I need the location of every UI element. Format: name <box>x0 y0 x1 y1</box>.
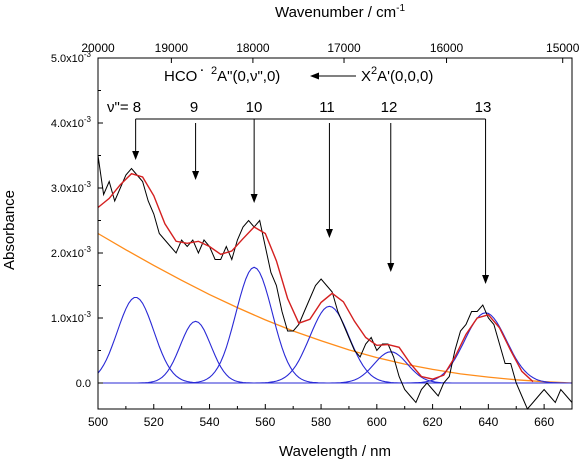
y-tick-label: 5.0x10-3 <box>51 50 92 65</box>
y-tick-mantissa: 1.0x10 <box>51 313 84 325</box>
gaussian-component-6 <box>98 312 572 384</box>
top-axis-label: Wavenumber / cm-1 <box>275 3 405 21</box>
y-tick-label: 0.0 <box>76 378 91 390</box>
band-label-10: 10 <box>246 99 263 116</box>
baseline-curve <box>97 232 573 384</box>
x-axis-label: Wavelength / nm <box>279 443 391 460</box>
x-tick-label: 520 <box>144 415 164 429</box>
state-lower-sup: 2 <box>371 65 377 77</box>
gaussian-component-4 <box>98 305 572 384</box>
x-tick-label: 660 <box>534 415 554 429</box>
top-tick-label: 17000 <box>327 41 361 55</box>
y-tick-exponent: -3 <box>84 180 92 189</box>
top-tick-label: 15000 <box>546 41 580 55</box>
y-tick-label: 2.0x10-3 <box>51 245 92 260</box>
radical-dot: · <box>200 65 204 77</box>
band-label-12: 12 <box>381 99 398 116</box>
state-upper-sup: 2 <box>211 65 217 77</box>
band-arrowhead-9 <box>192 171 200 180</box>
y-tick-mantissa: 4.0x10 <box>51 118 84 130</box>
x-tick-label: 620 <box>423 415 443 429</box>
y-tick-mantissa: 5.0x10 <box>51 53 84 65</box>
y-axis-label: Absorbance <box>1 190 18 270</box>
gaussian-component-1 <box>97 296 572 384</box>
plot-curves <box>97 155 573 410</box>
band-arrowhead-13 <box>482 275 490 284</box>
x-tick-label: 600 <box>367 415 387 429</box>
state-lower-state: A'(0,0,0) <box>377 68 433 85</box>
y-tick-exponent: -3 <box>84 310 92 319</box>
band-arrowhead-11 <box>325 229 333 238</box>
y-tick-exponent: -3 <box>84 115 92 124</box>
y-tick-label: 4.0x10-3 <box>51 115 92 130</box>
state-upper-prefix: HCO <box>164 68 197 85</box>
y-tick-exponent: -3 <box>84 50 92 59</box>
state-label-lower: X2A'(0,0,0) <box>361 65 433 85</box>
top-axis-label-main: Wavenumber / cm <box>275 4 396 21</box>
top-tick-label: 19000 <box>155 41 189 55</box>
y-tick-label: 1.0x10-3 <box>51 310 92 325</box>
state-label-upper: HCO · 2A"(0,ν",0) <box>164 65 280 85</box>
y-tick-mantissa: 2.0x10 <box>51 248 84 260</box>
y-tick-exponent: -3 <box>84 245 92 254</box>
top-axis-label-exp: -1 <box>396 3 405 14</box>
band-arrowhead-8 <box>132 151 140 160</box>
axes: 500 520 540 560 580 600 620 640 6600.01.0x10-32.… <box>51 41 580 429</box>
top-tick-label: 16000 <box>430 41 464 55</box>
band-label-9: 9 <box>190 99 198 116</box>
band-label-13: 13 <box>475 99 492 116</box>
measured-spectrum-curve <box>97 155 573 410</box>
y-tick-mantissa: 0.0 <box>76 378 91 390</box>
state-lower-x: X <box>361 68 371 85</box>
x-tick-label: 560 <box>255 415 275 429</box>
gaussian-component-3 <box>98 266 572 384</box>
band-arrowhead-10 <box>250 194 258 203</box>
transition-arrow-head <box>310 72 319 80</box>
x-tick-label: 500 <box>88 415 108 429</box>
state-upper-state: A"(0,ν",0) <box>217 68 280 85</box>
x-tick-label: 640 <box>478 415 498 429</box>
top-tick-label: 20000 <box>81 41 115 55</box>
fit-sum-curve <box>97 172 534 383</box>
x-tick-label: 580 <box>311 415 331 429</box>
band-label-11: 11 <box>319 99 335 116</box>
y-tick-mantissa: 3.0x10 <box>51 183 84 195</box>
x-tick-label: 540 <box>200 415 220 429</box>
y-tick-label: 3.0x10-3 <box>51 180 92 195</box>
band-arrowhead-12 <box>387 263 395 272</box>
plot-frame <box>97 57 573 410</box>
band-annotations <box>132 72 490 284</box>
top-tick-label: 18000 <box>236 41 270 55</box>
v-double-prime-label: ν"= 8 <box>107 99 141 116</box>
